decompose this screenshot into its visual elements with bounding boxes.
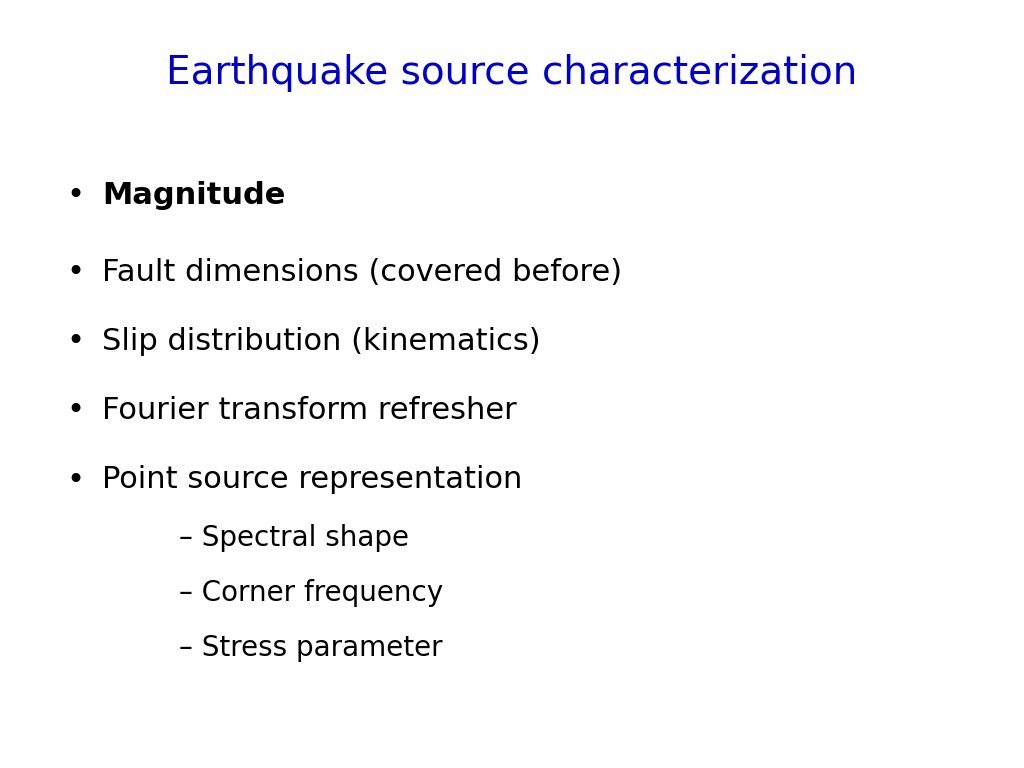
Text: Fault dimensions (covered before): Fault dimensions (covered before) — [102, 258, 623, 287]
Text: Point source representation: Point source representation — [102, 465, 523, 495]
Text: •: • — [67, 327, 85, 356]
Text: •: • — [67, 465, 85, 495]
Text: •: • — [67, 396, 85, 425]
Text: Earthquake source characterization: Earthquake source characterization — [166, 54, 858, 91]
Text: •: • — [67, 181, 85, 210]
Text: •: • — [67, 258, 85, 287]
Text: – Stress parameter: – Stress parameter — [179, 634, 442, 662]
Text: – Corner frequency: – Corner frequency — [179, 579, 443, 607]
Text: Fourier transform refresher: Fourier transform refresher — [102, 396, 517, 425]
Text: Magnitude: Magnitude — [102, 181, 286, 210]
Text: – Spectral shape: – Spectral shape — [179, 524, 410, 551]
Text: Slip distribution (kinematics): Slip distribution (kinematics) — [102, 327, 541, 356]
